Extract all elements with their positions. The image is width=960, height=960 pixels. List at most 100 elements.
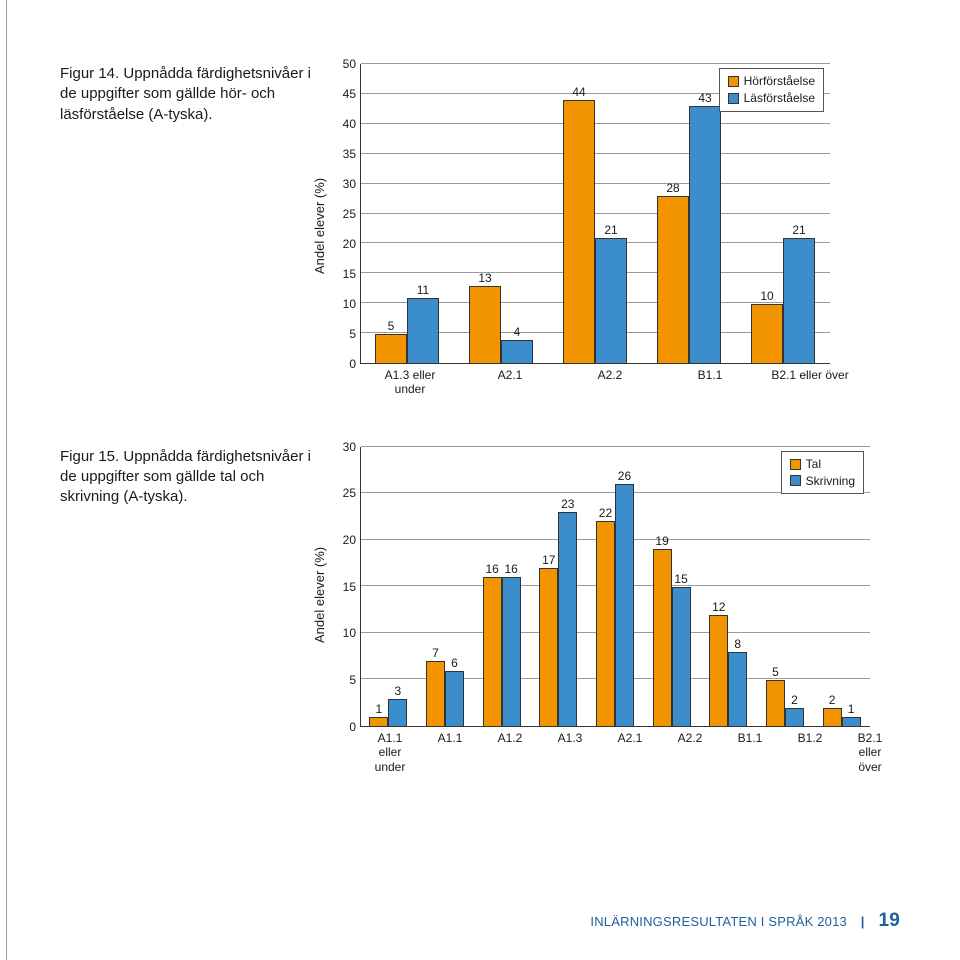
bar: 28 <box>657 196 689 364</box>
bar-group: 1616 <box>473 447 530 727</box>
bar: 8 <box>728 652 747 727</box>
legend-item: Läsförståelse <box>728 90 815 107</box>
legend-swatch <box>728 76 739 87</box>
bar: 3 <box>388 699 407 727</box>
bar: 21 <box>783 238 815 364</box>
bar: 44 <box>563 100 595 364</box>
bar-value-label: 12 <box>712 600 725 614</box>
bar: 5 <box>375 334 407 364</box>
bar: 21 <box>595 238 627 364</box>
bar-value-label: 3 <box>394 684 401 698</box>
y-tick: 35 <box>330 147 356 161</box>
y-tick: 20 <box>330 237 356 251</box>
bar: 7 <box>426 661 445 726</box>
bar-value-label: 2 <box>829 693 836 707</box>
y-tick: 50 <box>330 57 356 71</box>
bar-value-label: 5 <box>388 319 395 333</box>
bar-value-label: 44 <box>572 85 585 99</box>
bar: 43 <box>689 106 721 364</box>
y-tick: 5 <box>330 327 356 341</box>
figure-14-legend: HörförståelseLäsförståelse <box>719 68 824 112</box>
figure-14-caption: Figur 14. Uppnådda färdighetsnivåer i de… <box>60 64 330 125</box>
bar: 26 <box>615 484 634 727</box>
bar-group: 4421 <box>548 64 642 364</box>
y-tick: 10 <box>330 626 356 640</box>
bar-group: 2226 <box>587 447 644 727</box>
bar-group: 1915 <box>643 447 700 727</box>
bar-value-label: 15 <box>674 572 687 586</box>
bar: 1 <box>369 717 388 726</box>
bar-value-label: 21 <box>604 223 617 237</box>
bar: 1 <box>842 717 861 726</box>
x-label: A1.1 <box>422 731 479 774</box>
legend-item: Hörförståelse <box>728 73 815 90</box>
x-label: B2.1 eller över <box>763 368 857 397</box>
y-tick: 25 <box>330 486 356 500</box>
x-label: A1.2 <box>482 731 539 774</box>
bar: 16 <box>502 577 521 726</box>
bar-value-label: 8 <box>734 637 741 651</box>
bar: 17 <box>539 568 558 727</box>
y-tick: 15 <box>330 580 356 594</box>
x-label: A2.1 <box>602 731 659 774</box>
bar-group: 1723 <box>530 447 587 727</box>
figure-15-y-title: Andel elever (%) <box>312 547 327 643</box>
figure-15-legend: TalSkrivning <box>781 451 864 495</box>
bar-group: 134 <box>454 64 548 364</box>
bar-value-label: 21 <box>792 223 805 237</box>
bar-value-label: 19 <box>655 534 668 548</box>
bar-group: 13 <box>360 447 417 727</box>
legend-label: Hörförståelse <box>744 73 815 90</box>
legend-label: Skrivning <box>806 473 855 490</box>
y-tick: 30 <box>330 177 356 191</box>
figure-14-x-labels: A1.3 eller underA2.1A2.2B1.1B2.1 eller ö… <box>360 368 860 397</box>
bar: 19 <box>653 549 672 726</box>
bar: 16 <box>483 577 502 726</box>
bar: 15 <box>672 587 691 727</box>
bar: 13 <box>469 286 501 364</box>
y-tick: 0 <box>330 357 356 371</box>
legend-label: Tal <box>806 456 821 473</box>
x-label: A2.2 <box>662 731 719 774</box>
bar-value-label: 2 <box>791 693 798 707</box>
bar-value-label: 11 <box>417 283 429 297</box>
bar-value-label: 13 <box>478 271 491 285</box>
bar-value-label: 1 <box>375 702 382 716</box>
footer-text: INLÄRNINGSRESULTATEN I SPRÅK 2013 <box>590 914 847 929</box>
figure-15: Figur 15. Uppnådda färdighetsnivåer i de… <box>60 447 900 774</box>
legend-item: Skrivning <box>790 473 855 490</box>
bar-value-label: 1 <box>848 702 855 716</box>
bar-value-label: 28 <box>666 181 679 195</box>
y-tick: 0 <box>330 720 356 734</box>
figure-15-chart: Andel elever (%) 051015202530 1376161617… <box>330 447 900 774</box>
bar-value-label: 7 <box>432 646 439 660</box>
x-label: A2.2 <box>563 368 657 397</box>
legend-swatch <box>728 93 739 104</box>
bar: 11 <box>407 298 439 364</box>
legend-swatch <box>790 459 801 470</box>
bar-value-label: 43 <box>698 91 711 105</box>
x-label: A1.3 <box>542 731 599 774</box>
y-tick: 45 <box>330 87 356 101</box>
figure-15-x-labels: A1.1 eller underA1.1A1.2A1.3A2.1A2.2B1.1… <box>360 731 900 774</box>
bar-value-label: 5 <box>772 665 779 679</box>
page-footer: INLÄRNINGSRESULTATEN I SPRÅK 2013 | 19 <box>590 910 900 932</box>
x-label: A2.1 <box>463 368 557 397</box>
bar-group: 12 8 <box>700 447 757 727</box>
x-label: B1.1 <box>722 731 779 774</box>
bar-group: 511 <box>360 64 454 364</box>
bar-value-label: 10 <box>760 289 773 303</box>
figure-14-y-title: Andel elever (%) <box>312 178 327 274</box>
bar-value-label: 16 <box>485 562 498 576</box>
figure-15-y-axis: 051015202530 <box>330 447 360 727</box>
y-tick: 25 <box>330 207 356 221</box>
bar: 23 <box>558 512 577 727</box>
x-label: B1.1 <box>663 368 757 397</box>
bar: 5 <box>766 680 785 727</box>
y-tick: 15 <box>330 267 356 281</box>
bar-value-label: 22 <box>599 506 612 520</box>
bar: 4 <box>501 340 533 364</box>
x-label: B2.1 eller över <box>842 731 899 774</box>
figure-14-chart: Andel elever (%) 05101520253035404550 51… <box>330 64 860 397</box>
bar-value-label: 4 <box>514 325 521 339</box>
